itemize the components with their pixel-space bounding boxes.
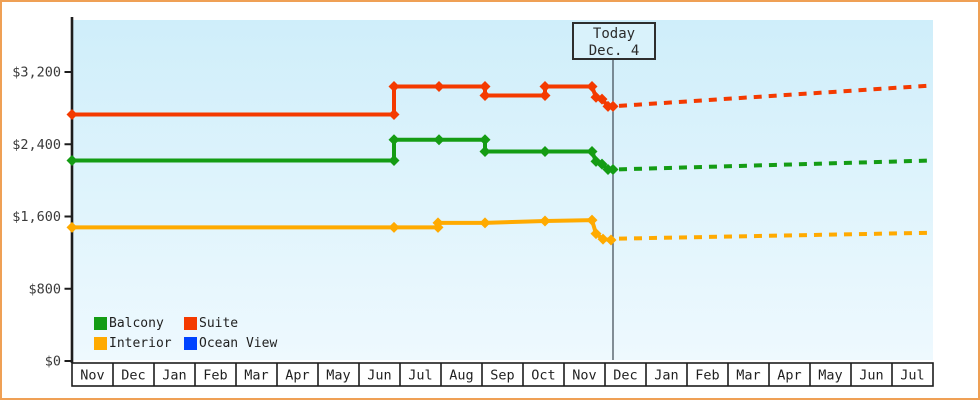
legend-swatch-interior [94, 336, 107, 350]
legend-swatch-ocean-view [184, 336, 197, 350]
data-point-marker [586, 145, 598, 157]
data-point-marker [586, 80, 598, 92]
month-label: Nov [80, 368, 104, 384]
legend-swatch-suite [184, 316, 197, 330]
plot-background [72, 20, 933, 360]
data-point-marker [479, 89, 491, 101]
data-point-marker [479, 145, 491, 157]
legend: Balcony Suite Interior Ocean View [94, 313, 277, 353]
data-point-marker [605, 234, 617, 246]
legend-item-balcony: Balcony [94, 313, 184, 333]
data-point-marker [388, 108, 400, 120]
data-point-marker [388, 134, 400, 146]
today-annotation: Today Dec. 4 [572, 22, 656, 60]
month-label: Dec [613, 368, 637, 384]
data-point-marker [607, 164, 619, 176]
forecast-line-interior [618, 230, 932, 241]
data-point-marker [539, 89, 551, 101]
series-interior [66, 214, 932, 246]
month-label: Apr [777, 368, 801, 384]
data-point-marker [388, 80, 400, 92]
legend-label: Balcony [109, 315, 164, 331]
month-label: May [818, 368, 842, 384]
series-line-interior [72, 218, 612, 242]
month-label: Jan [162, 368, 186, 384]
month-label: Feb [203, 368, 227, 384]
y-axis: $0 $800 $1,600 $2,400 $3,200 [12, 17, 74, 370]
month-label: Mar [244, 368, 268, 384]
data-point-marker [597, 233, 609, 245]
y-tick-label: $800 [28, 281, 61, 297]
month-label: Jan [654, 368, 678, 384]
legend-label: Ocean View [199, 335, 278, 351]
data-point-marker [590, 228, 602, 240]
legend-swatch-balcony [94, 316, 107, 330]
y-tick-label: $2,400 [12, 137, 61, 153]
legend-item-suite: Suite [184, 313, 277, 333]
legend-item-ocean-view: Ocean View [184, 333, 277, 353]
y-tick-label: $0 [45, 354, 61, 370]
month-label: Apr [285, 368, 309, 384]
month-label: Jul [408, 368, 432, 384]
month-label: Oct [531, 368, 555, 384]
forecast-line-balcony [618, 158, 932, 172]
today-label: Today [592, 26, 636, 42]
x-axis [71, 362, 934, 387]
month-label: Dec [121, 368, 145, 384]
data-point-marker [66, 155, 78, 167]
data-point-marker [539, 215, 551, 227]
series-balcony [66, 134, 932, 176]
data-point-marker [433, 134, 445, 146]
month-label: Feb [695, 368, 719, 384]
data-point-marker [539, 80, 551, 92]
data-point-marker [388, 155, 400, 167]
legend-label: Suite [199, 315, 239, 331]
month-label: Jul [900, 368, 924, 384]
month-label: Nov [572, 368, 596, 384]
legend-label: Interior [109, 335, 172, 351]
data-point-marker [596, 93, 608, 105]
y-tick-label: $1,600 [12, 209, 61, 225]
data-point-marker [433, 80, 445, 92]
data-point-marker [607, 100, 619, 112]
data-point-marker [596, 158, 608, 170]
x-axis-labels: Nov Dec Jan Feb Mar Apr May Jun Jul Aug Sep Oct Nov D… [80, 368, 924, 384]
data-point-marker [479, 134, 491, 146]
data-point-marker [66, 221, 78, 233]
legend-item-interior: Interior [94, 333, 184, 353]
data-point-marker [479, 217, 491, 229]
month-label: Mar [736, 368, 760, 384]
month-label: May [326, 368, 350, 384]
data-point-marker [586, 214, 598, 226]
data-point-marker [539, 145, 551, 157]
today-date: Dec. 4 [588, 43, 640, 59]
forecast-line-suite [618, 83, 932, 108]
month-label: Jun [859, 368, 883, 384]
data-point-marker [66, 108, 78, 120]
y-tick-label: $3,200 [12, 65, 61, 81]
month-label: Aug [449, 368, 473, 384]
month-label: Sep [490, 368, 514, 384]
series-suite [66, 80, 932, 120]
month-label: Jun [367, 368, 391, 384]
data-point-marker [432, 217, 444, 229]
data-point-marker [479, 80, 491, 92]
data-point-marker [388, 221, 400, 233]
